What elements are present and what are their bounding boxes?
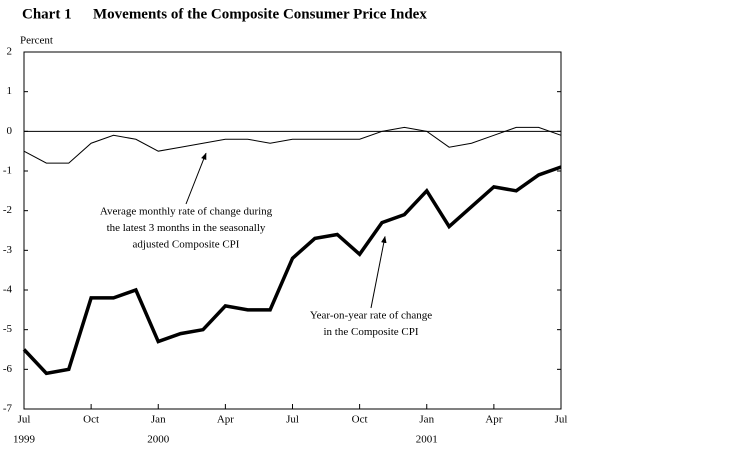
y-tick-label: -2 bbox=[3, 204, 12, 216]
x-tick-label: Oct bbox=[83, 414, 99, 426]
annotation-text: Average monthly rate of change during bbox=[100, 206, 273, 218]
x-tick-label: Apr bbox=[485, 414, 502, 426]
x-tick-label: Jan bbox=[419, 414, 434, 426]
x-tick-label: Jul bbox=[555, 414, 568, 426]
series-line bbox=[23, 126, 562, 164]
y-tick-label: -5 bbox=[3, 323, 13, 335]
y-tick-label: -1 bbox=[3, 165, 12, 177]
y-tick-label: 2 bbox=[7, 46, 13, 58]
annotation-text: in the Composite CPI bbox=[323, 326, 418, 338]
annotation-text: Year-on-year rate of change bbox=[310, 310, 432, 322]
series-line bbox=[22, 165, 562, 376]
x-tick-label: Jan bbox=[151, 414, 166, 426]
x-tick-label: Jul bbox=[18, 414, 31, 426]
x-year-label: 2000 bbox=[147, 434, 170, 446]
x-year-label: 1999 bbox=[13, 434, 36, 446]
chart-label: Chart 1 bbox=[22, 6, 72, 22]
y-axis-label: Percent bbox=[20, 35, 53, 47]
y-tick-label: -7 bbox=[3, 403, 13, 415]
y-tick-label: -3 bbox=[3, 244, 13, 256]
y-tick-label: -6 bbox=[3, 363, 13, 375]
annotation-arrow bbox=[185, 152, 207, 205]
x-tick-label: Jul bbox=[286, 414, 299, 426]
y-tick-label: -4 bbox=[3, 284, 13, 296]
plot-frame bbox=[23, 51, 562, 410]
annotation-text: adjusted Composite CPI bbox=[133, 239, 240, 251]
annotation-arrow bbox=[370, 235, 387, 309]
annotation-text: the latest 3 months in the seasonally bbox=[107, 222, 266, 234]
x-tick-label: Oct bbox=[352, 414, 368, 426]
y-tick-label: 1 bbox=[7, 85, 13, 97]
x-tick-label: Apr bbox=[217, 414, 234, 426]
x-year-label: 2001 bbox=[416, 434, 438, 446]
chart-title: Movements of the Composite Consumer Pric… bbox=[93, 6, 427, 22]
y-tick-label: 0 bbox=[7, 125, 13, 137]
